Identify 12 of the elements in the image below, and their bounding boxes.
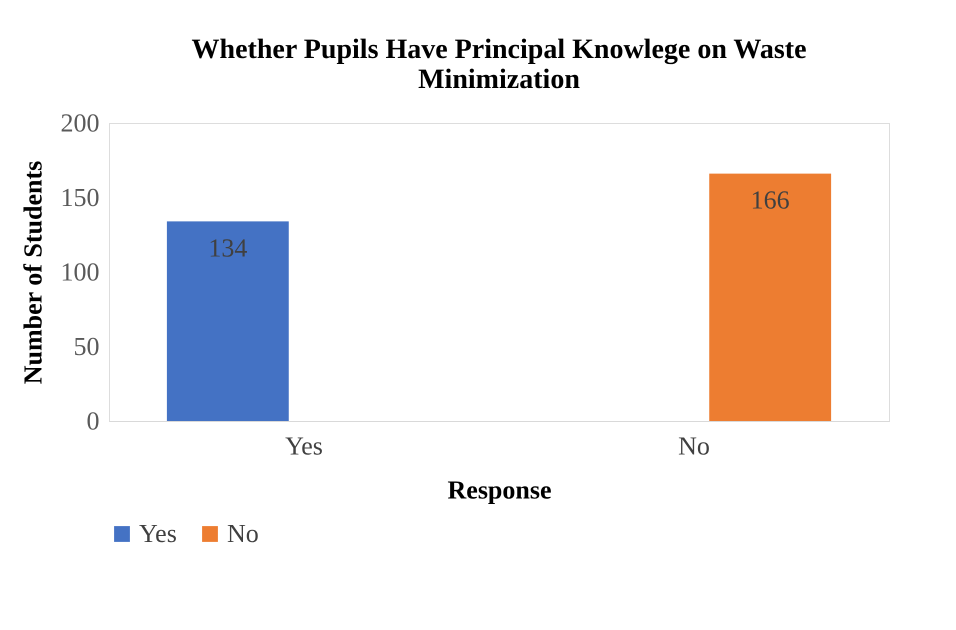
y-tick-label: 0 bbox=[86, 406, 100, 436]
data-label: 166 bbox=[750, 186, 790, 215]
y-tick-label: 200 bbox=[60, 108, 100, 138]
x-axis-title: Response bbox=[447, 476, 552, 504]
y-axis-title: Number of Students bbox=[18, 160, 48, 384]
legend-label: No bbox=[227, 519, 259, 548]
y-tick-label: 100 bbox=[60, 258, 100, 286]
data-label: 134 bbox=[208, 233, 248, 262]
legend-label: Yes bbox=[139, 519, 177, 548]
chart-title: Whether Pupils Have Principal Knowlege on Waste Minimization bbox=[192, 34, 806, 95]
y-tick-label: 50 bbox=[74, 332, 100, 361]
y-tick-label: 150 bbox=[60, 183, 100, 212]
